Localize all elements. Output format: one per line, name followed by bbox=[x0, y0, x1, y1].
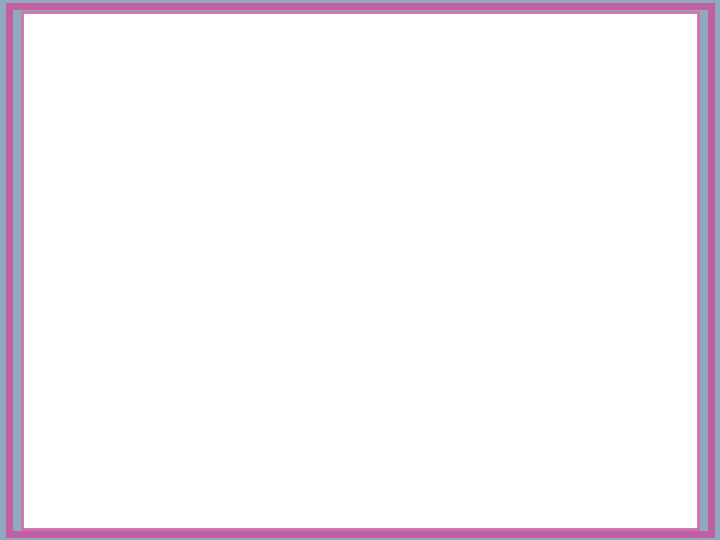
Text: 2003 11 02   190    174    4050    0     -999   C1.9    1  2  1   9  0  1  0: 2003 11 02 190 174 4050 0 -999 C1.9 1 2 … bbox=[49, 517, 419, 526]
Text: 2003 01 09   183    206    1300    1     -999   C1.1    8  1  0  19  2  0  0: 2003 01 09 183 206 1300 1 -999 C1.1 8 1 … bbox=[49, 336, 419, 345]
Text: Date        10.7cm Number  Hemis. Regions Field  Flux    C  M  X  S  1  2  3: Date 10.7cm Number Hemis. Regions Field … bbox=[175, 139, 545, 147]
Text: 2003 10 30   271    293    5690    2     -999   C2.8    6  2  0   2  2  0  0: 2003 10 30 271 293 5690 2 -999 C2.8 6 2 … bbox=[49, 486, 419, 495]
Text: Flux  Sunspot  10E-6  New           Mean   Bkgd      X-Ray       Optical: Flux Sunspot 10E-6 New Mean Bkgd X-Ray O… bbox=[156, 123, 564, 132]
Text: 2001 10 21   224    239    1660    0     -999   C1.1    9  2  0   7  0  2  0: 2001 10 21 224 239 1660 0 -999 C1.1 9 2 … bbox=[49, 263, 419, 272]
Text: During Halloween storm (during cycle 23 decline phase): During Halloween storm (during cycle 23 … bbox=[49, 407, 366, 417]
Text: 2001 07 17   146    191    1150    0     -999   B5.0    8  0  0  27  0  0  1: 2001 07 17 146 191 1150 0 -999 B5.0 8 0 … bbox=[49, 232, 419, 241]
Text: 2001 04 27   191    181    1530    1     -999   C1.2    5  1  0  16  1  0  0: 2001 04 27 191 181 1530 1 -999 C1.2 5 1 … bbox=[49, 201, 419, 210]
Text: 2001 06 23   206    228    1590    2     -999   C1.5    7  2  1  24  4  0  0: 2001 06 23 206 228 1590 2 -999 C1.5 7 2 … bbox=[49, 216, 419, 225]
Text: 2003 07 20   157    224    1470    3     -999   B8.9   21  0  0  17  0  0  0: 2003 07 20 157 224 1470 3 -999 B8.9 21 0… bbox=[49, 382, 419, 392]
Text: DAILY SOLAR DATA: DAILY SOLAR DATA bbox=[303, 25, 417, 38]
Text: 2003 04 29   155    224    1640    0     -999   B5.8   13  1  0   4  1  0  0: 2003 04 29 155 224 1640 0 -999 B5.8 13 1… bbox=[49, 367, 419, 376]
Text: 2003 10 25   222    139    4060    1     -999   C1.6   11  3  0   8  1  1  0: 2003 10 25 222 139 4060 1 -999 C1.6 11 3… bbox=[49, 424, 419, 433]
Text: Year 2003 (during cycle 23 decline phase): Year 2003 (during cycle 23 decline phase… bbox=[49, 319, 289, 329]
Text: Year 2001 the cycle 23 Maximum: Year 2001 the cycle 23 Maximum bbox=[49, 168, 225, 178]
Text: 2003 03 04   146    160     950    2     -999   B3.7    0  0  0   0  0  0  0: 2003 03 04 146 160 950 2 -999 B3.7 0 0 0… bbox=[49, 351, 419, 360]
Text: 2003 10 27   257    238    4270    5     -999   C3.6    8  5  0  31  1  1  0: 2003 10 27 257 238 4270 5 -999 C3.6 8 5 … bbox=[49, 440, 419, 449]
Text: 2003 10 28   274    230    4520    1     -999   C3.2    5  0  1  31  4  1  0: 2003 10 28 274 230 4520 1 -999 C3.2 5 0 … bbox=[49, 455, 419, 464]
Text: Maximum, Decline phase of Cycle23: Maximum, Decline phase of Cycle23 bbox=[257, 63, 463, 72]
Text: Most eruptive days during: Most eruptive days during bbox=[282, 44, 438, 55]
Text: 2001 03 27   273    291    2830    1     -999   C2.1    9  1  0  34  1  0  0: 2001 03 27 273 291 2830 1 -999 C2.1 9 1 … bbox=[49, 185, 419, 194]
Text: Sunspot           Stanford GOES8: Sunspot Stanford GOES8 bbox=[214, 92, 506, 101]
Text: 2003 11 01   210    277    4170    0     -999   C1.8    9  3  0  10  1  0  0: 2003 11 01 210 277 4170 0 -999 C1.8 9 3 … bbox=[49, 502, 419, 511]
Text: ----------------------------------------------------------------------------: ----------------------------------------… bbox=[184, 154, 536, 163]
Text: 2001 08 05   156    214    1300    2     -999   B6.8   19  2  0  14  0  0  0: 2001 08 05 156 214 1300 2 -999 B6.8 19 2… bbox=[49, 247, 419, 256]
Text: ----------------------------------------------------------------------------: ----------------------------------------… bbox=[184, 80, 536, 90]
Text: 2001 12 26   268    290    1980    6     -999   C2.9    3  5  0  33  3  0  0: 2001 12 26 268 290 1980 6 -999 C2.9 3 5 … bbox=[49, 294, 419, 303]
Text: 2003 10 29   279    330    5160    0     -999   C3.3    4  2  1  16  2  1  0: 2003 10 29 279 330 5160 0 -999 C3.3 4 2 … bbox=[49, 471, 419, 480]
Text: 2001 11 10   246    258    2840    2     -999   C2.0    7  2  0   5  1  0  0: 2001 11 10 246 258 2840 2 -999 C2.0 7 2 … bbox=[49, 278, 419, 287]
Text: Radio  SESC      Area              Solar  X-Ray  ------ Flares ------: Radio SESC Area Solar X-Ray ------ Flare… bbox=[163, 107, 557, 117]
